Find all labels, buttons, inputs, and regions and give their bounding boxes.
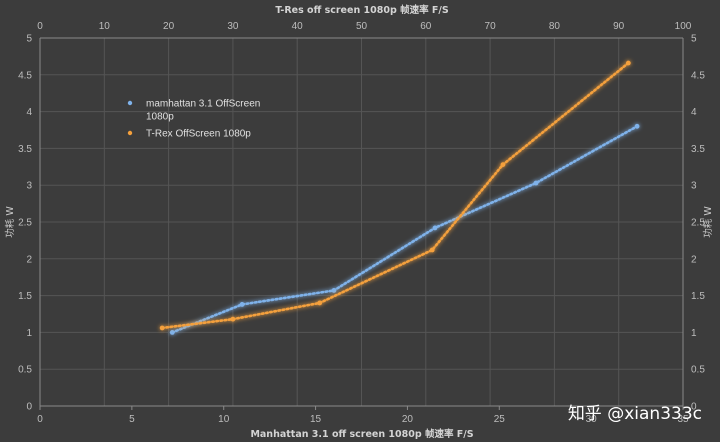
legend-label: mamhattan 3.1 OffScreen [146,99,260,110]
axes: 00.511.522.533.544.5500.511.522.533.544.… [18,21,705,425]
left-tick-label: 0.5 [18,365,32,376]
bottom-tick-label: 30 [586,414,598,425]
data-point [634,123,640,129]
data-point [500,162,506,167]
left-axis-title: 功耗 W [5,206,16,238]
legend-item: T-Rex OffScreen 1080p [116,129,251,140]
left-tick-label: 3 [26,181,32,192]
bottom-tick-label: 15 [310,414,322,425]
right-tick-label: 0 [691,402,697,413]
right-tick-label: 2.5 [691,218,705,229]
bottom-tick-label: 25 [494,414,506,425]
data-point [159,325,165,331]
bottom-tick-label: 20 [402,414,414,425]
bottom-tick-label: 10 [218,414,230,425]
right-tick-label: 5 [691,34,697,45]
series-layer [159,60,640,335]
series-line [160,61,630,330]
left-tick-label: 0 [26,402,32,413]
top-tick-label: 10 [99,21,111,32]
right-tick-label: 4 [691,107,697,118]
bottom-tick-label: 5 [129,414,135,425]
series-manhattan [169,123,640,335]
left-tick-label: 4.5 [18,70,32,81]
left-tick-label: 5 [26,34,32,45]
legend-item: mamhattan 3.1 OffScreen 1080p [116,99,260,123]
left-tick-label: 1 [26,328,32,339]
legend-marker [127,100,133,106]
watermark: 知乎 @xian333c [568,404,702,424]
data-point [429,247,435,253]
right-axis-title: 功耗 W [703,206,714,238]
gridlines [39,37,684,407]
right-tick-label: 1 [691,328,697,339]
legend-marker [127,130,133,136]
data-point [625,60,631,66]
left-tick-label: 1.5 [18,291,32,302]
top-tick-label: 30 [227,21,239,32]
top-tick-label: 20 [163,21,175,32]
right-tick-label: 4.5 [691,70,705,81]
top-tick-label: 40 [292,21,304,32]
data-point [533,180,539,186]
top-axis-title: T-Res off screen 1080p 帧速率 F/S [275,4,449,16]
bottom-axis-title: Manhattan 3.1 off screen 1080p 帧速率 F/S [250,428,473,440]
top-tick-label: 100 [675,21,692,32]
data-point [317,300,323,306]
left-tick-label: 4 [26,107,32,118]
right-tick-label: 3 [691,181,697,192]
left-tick-label: 3.5 [18,144,32,155]
right-tick-label: 3.5 [691,144,705,155]
top-tick-label: 80 [549,21,561,32]
top-tick-label: 90 [613,21,625,32]
legend-label: 1080p [146,112,174,123]
top-tick-label: 70 [485,21,497,32]
top-tick-label: 0 [37,21,43,32]
top-tick-label: 50 [356,21,368,32]
right-tick-label: 1.5 [691,291,705,302]
top-tick-label: 60 [420,21,432,32]
legend-label: T-Rex OffScreen 1080p [146,129,251,140]
data-point [239,302,245,307]
left-tick-label: 2.5 [18,218,32,229]
legend: mamhattan 3.1 OffScreen 1080p T-Rex OffScr… [116,99,260,140]
series-line [170,125,639,334]
bottom-tick-label: 35 [677,414,689,425]
data-point [331,288,337,293]
left-tick-label: 2 [26,254,32,265]
data-point [169,330,175,335]
series-trex [159,60,631,331]
right-tick-label: 2 [691,254,697,265]
bottom-tick-label: 0 [37,414,43,425]
data-point [230,316,236,322]
data-point [432,225,438,231]
right-tick-label: 0.5 [691,365,705,376]
